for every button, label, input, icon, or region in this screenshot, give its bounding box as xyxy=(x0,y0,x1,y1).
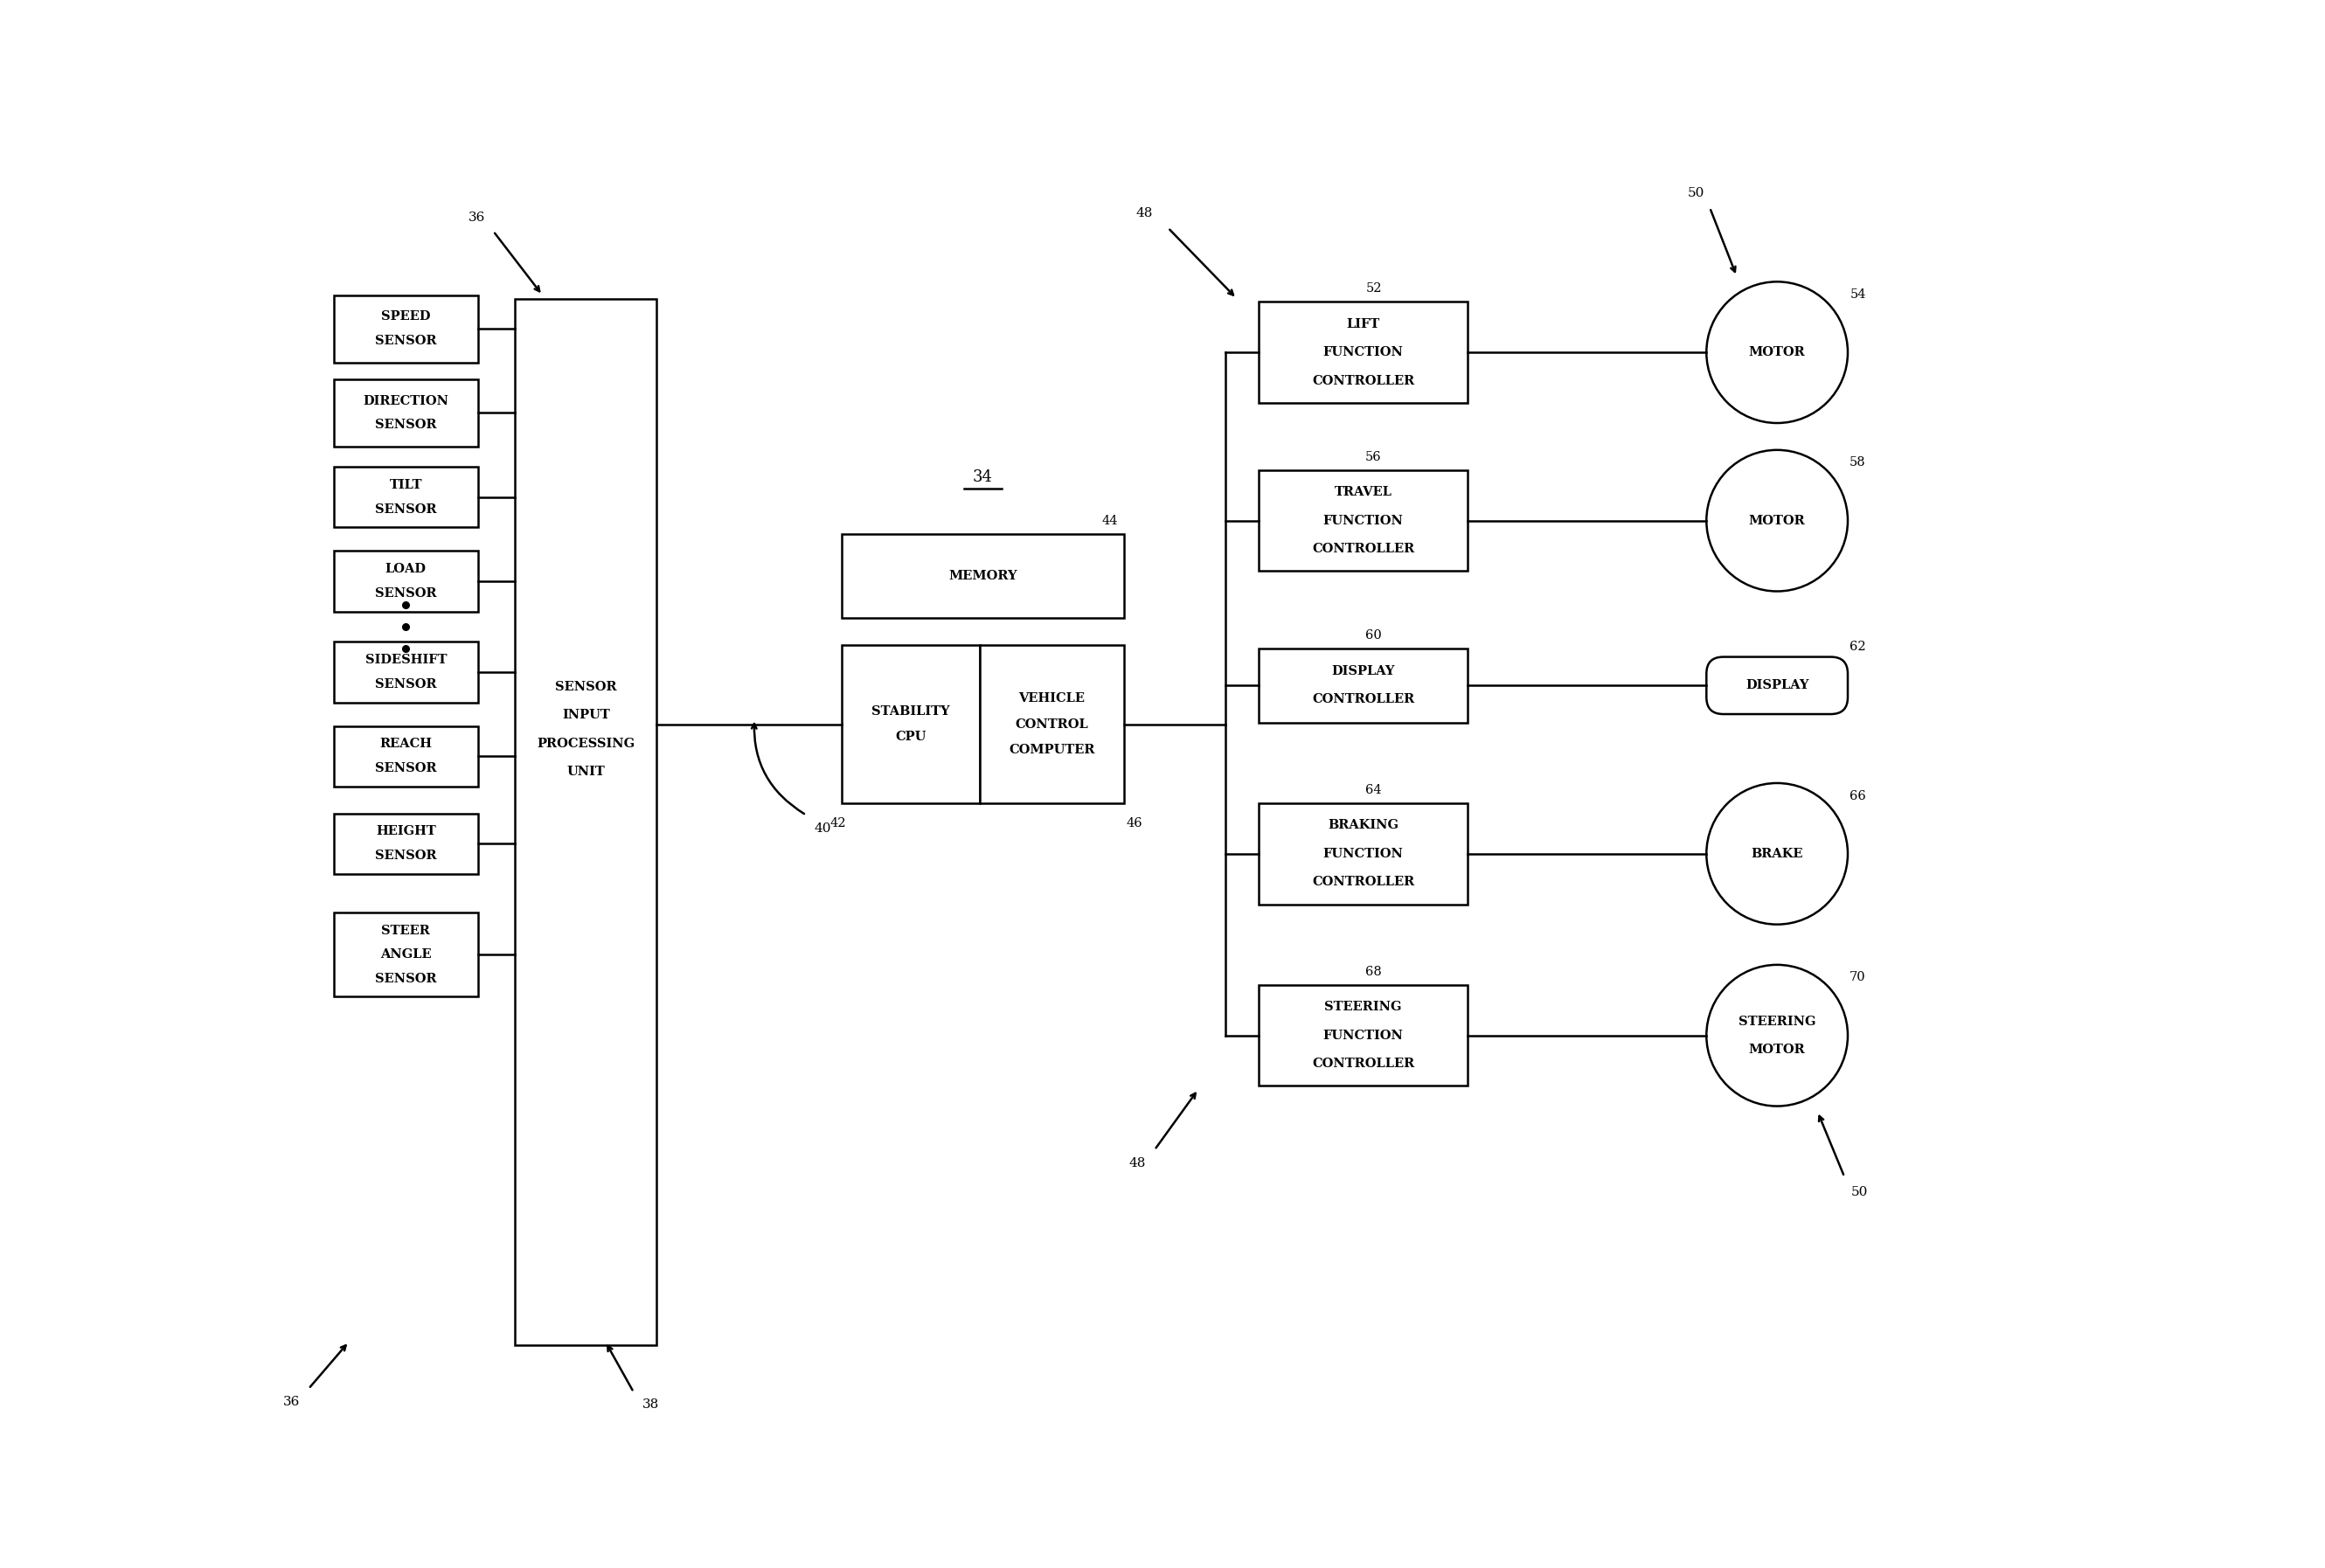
FancyBboxPatch shape xyxy=(1707,657,1848,713)
Text: STEERING: STEERING xyxy=(1739,1014,1816,1027)
Text: ANGLE: ANGLE xyxy=(381,949,432,961)
Text: CONTROLLER: CONTROLLER xyxy=(1311,693,1414,706)
Text: TRAVEL: TRAVEL xyxy=(1335,486,1393,499)
Text: SENSOR: SENSOR xyxy=(374,677,437,690)
Text: SENSOR: SENSOR xyxy=(374,586,437,599)
Text: MOTOR: MOTOR xyxy=(1748,514,1807,527)
Bar xyxy=(332,913,479,997)
Text: CPU: CPU xyxy=(895,731,925,743)
Bar xyxy=(842,644,979,803)
Text: 46: 46 xyxy=(1125,817,1142,829)
Text: 38: 38 xyxy=(642,1399,658,1410)
Text: CONTROL: CONTROL xyxy=(1016,718,1088,731)
Text: FUNCTION: FUNCTION xyxy=(1323,347,1404,359)
Bar xyxy=(979,644,1125,803)
Text: 62: 62 xyxy=(1851,641,1867,652)
Circle shape xyxy=(1707,782,1848,925)
Text: 36: 36 xyxy=(467,212,486,224)
Text: CONTROLLER: CONTROLLER xyxy=(1311,375,1414,387)
Text: 70: 70 xyxy=(1851,972,1867,983)
Text: 54: 54 xyxy=(1851,289,1867,301)
Bar xyxy=(1258,470,1467,571)
Text: 52: 52 xyxy=(1365,282,1381,295)
Text: MOTOR: MOTOR xyxy=(1748,347,1807,359)
Text: LOAD: LOAD xyxy=(386,563,425,575)
Circle shape xyxy=(1707,450,1848,591)
Text: LIFT: LIFT xyxy=(1346,318,1381,331)
Bar xyxy=(1258,985,1467,1087)
Text: SENSOR: SENSOR xyxy=(374,762,437,775)
Text: CONTROLLER: CONTROLLER xyxy=(1311,543,1414,555)
Text: DISPLAY: DISPLAY xyxy=(1746,679,1809,691)
Text: SENSOR: SENSOR xyxy=(374,419,437,431)
Text: 50: 50 xyxy=(1688,187,1704,199)
Text: 58: 58 xyxy=(1851,456,1867,469)
Text: 66: 66 xyxy=(1851,790,1867,801)
Text: PROCESSING: PROCESSING xyxy=(537,737,635,750)
Text: DIRECTION: DIRECTION xyxy=(363,395,449,408)
Text: 40: 40 xyxy=(814,822,832,834)
Text: MEMORY: MEMORY xyxy=(949,571,1018,582)
Bar xyxy=(332,726,479,787)
Text: HEIGHT: HEIGHT xyxy=(377,825,435,837)
Text: 64: 64 xyxy=(1365,784,1381,797)
Text: BRAKING: BRAKING xyxy=(1328,820,1400,831)
Text: TILT: TILT xyxy=(388,478,423,491)
Text: SIDESHIFT: SIDESHIFT xyxy=(365,654,446,666)
Text: INPUT: INPUT xyxy=(563,709,609,721)
Text: BRAKE: BRAKE xyxy=(1751,848,1804,859)
Text: 36: 36 xyxy=(284,1396,300,1408)
Text: 60: 60 xyxy=(1365,629,1381,641)
Bar xyxy=(842,535,1125,618)
Text: 68: 68 xyxy=(1365,966,1381,978)
Text: VEHICLE: VEHICLE xyxy=(1018,693,1086,704)
Bar xyxy=(332,467,479,527)
Bar xyxy=(1258,803,1467,905)
Bar xyxy=(516,298,656,1345)
Text: COMPUTER: COMPUTER xyxy=(1009,743,1095,756)
Text: FUNCTION: FUNCTION xyxy=(1323,848,1404,859)
Bar xyxy=(1258,649,1467,723)
Bar xyxy=(332,641,479,702)
Text: SENSOR: SENSOR xyxy=(374,972,437,985)
Text: 56: 56 xyxy=(1365,450,1381,463)
Text: STABILITY: STABILITY xyxy=(872,706,949,718)
Text: UNIT: UNIT xyxy=(567,765,604,778)
Text: SENSOR: SENSOR xyxy=(374,850,437,862)
Text: SENSOR: SENSOR xyxy=(374,503,437,516)
Bar xyxy=(332,379,479,447)
Text: MOTOR: MOTOR xyxy=(1748,1043,1807,1055)
Bar xyxy=(332,295,479,362)
Circle shape xyxy=(1707,282,1848,423)
Text: 48: 48 xyxy=(1130,1157,1146,1170)
Bar xyxy=(332,814,479,873)
Text: STEER: STEER xyxy=(381,925,430,936)
Text: SPEED: SPEED xyxy=(381,310,430,323)
Bar xyxy=(332,550,479,612)
Text: FUNCTION: FUNCTION xyxy=(1323,1029,1404,1041)
Text: SENSOR: SENSOR xyxy=(556,681,616,693)
Text: 42: 42 xyxy=(830,817,846,829)
Text: 34: 34 xyxy=(972,469,993,485)
Bar xyxy=(1258,303,1467,403)
Text: SENSOR: SENSOR xyxy=(374,336,437,347)
Text: DISPLAY: DISPLAY xyxy=(1332,665,1395,677)
Text: CONTROLLER: CONTROLLER xyxy=(1311,877,1414,887)
Text: 50: 50 xyxy=(1851,1185,1869,1198)
Text: 44: 44 xyxy=(1102,514,1118,527)
Text: 48: 48 xyxy=(1137,207,1153,220)
Text: STEERING: STEERING xyxy=(1325,1000,1402,1013)
Text: CONTROLLER: CONTROLLER xyxy=(1311,1057,1414,1069)
Circle shape xyxy=(1707,964,1848,1105)
Text: REACH: REACH xyxy=(379,739,432,750)
Text: FUNCTION: FUNCTION xyxy=(1323,514,1404,527)
